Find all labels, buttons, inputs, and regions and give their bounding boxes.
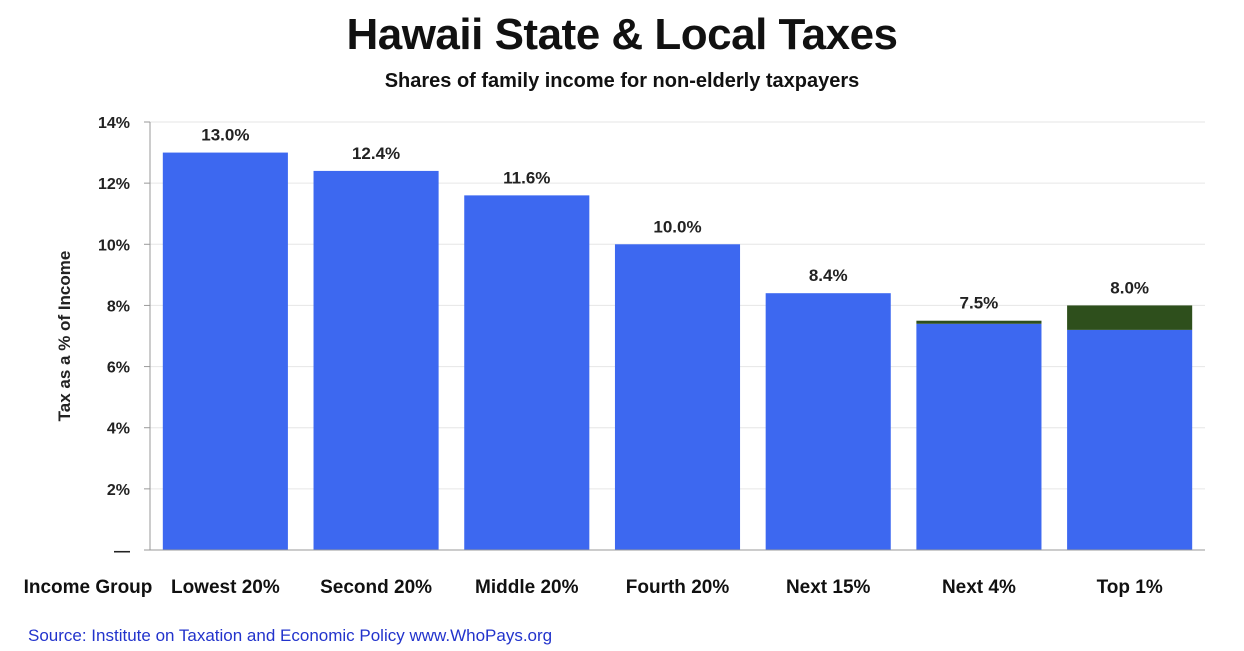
source-note: Source: Institute on Taxation and Econom… [28, 626, 553, 645]
x-axis-label: Income Group [24, 577, 153, 598]
category-label: Top 1% [1097, 577, 1163, 598]
data-label: 10.0% [653, 217, 701, 236]
data-label: 8.0% [1110, 278, 1149, 297]
data-label: 8.4% [809, 266, 848, 285]
category-labels: Lowest 20% Second 20% Middle 20% Fourth 20%… [171, 577, 1163, 598]
category-label: Middle 20% [475, 577, 579, 598]
y-tick-label: 12% [98, 176, 130, 193]
chart-subtitle: Shares of family income for non-elderly … [384, 70, 860, 92]
bars [162, 152, 1193, 551]
category-label: Fourth 20% [626, 577, 730, 598]
bar [464, 195, 590, 550]
category-label: Next 15% [786, 577, 871, 598]
bar [614, 244, 741, 551]
category-label: Next 4% [942, 577, 1016, 598]
bar [765, 293, 891, 550]
chart-title: Hawaii State & Local Taxes [346, 10, 898, 59]
bar-top-segment [1067, 305, 1193, 330]
bar-top-segment [916, 320, 1042, 324]
y-tick-label: — [114, 543, 130, 560]
bar [313, 170, 439, 550]
y-tick-label: 4% [107, 421, 130, 438]
y-tick-labels: — 2% 4% 6% 8% 10% 12% 14% [98, 115, 130, 560]
data-label: 12.4% [352, 144, 400, 163]
category-label: Second 20% [320, 577, 432, 598]
data-label: 7.5% [960, 294, 999, 313]
y-tick-label: 6% [107, 360, 130, 377]
y-tick-label: 2% [107, 482, 130, 499]
data-labels: 13.0% 12.4% 11.6% 10.0% 8.4% 7.5% 8.0% [201, 126, 1149, 313]
y-tick-label: 10% [98, 237, 130, 254]
bar [162, 152, 288, 551]
bar [1067, 329, 1193, 550]
category-label: Lowest 20% [171, 577, 280, 598]
bar-chart: — 2% 4% 6% 8% 10% 12% 14% 13.0% 12.4% 11.6% 10.0% 8… [24, 115, 1205, 598]
y-tick-label: 8% [107, 298, 130, 315]
y-tick-label: 14% [98, 115, 130, 132]
y-axis-label: Tax as a % of Income [55, 251, 74, 422]
data-label: 13.0% [201, 126, 249, 145]
data-label: 11.6% [503, 168, 550, 187]
bar [916, 323, 1042, 550]
